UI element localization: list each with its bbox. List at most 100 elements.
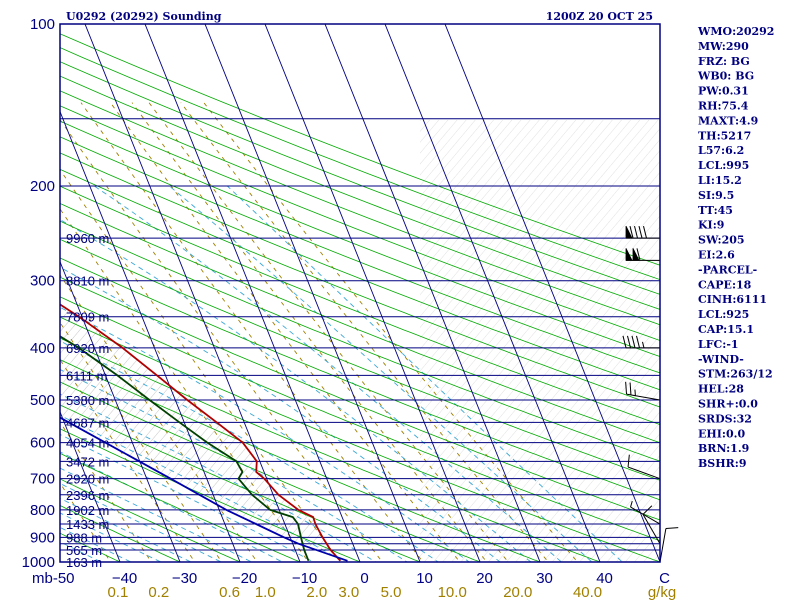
temperature-tick-label: 10: [416, 570, 433, 587]
temperature-tick-label: −40: [112, 570, 137, 587]
index-line: L57:6.2: [698, 144, 744, 157]
pressure-label: 600: [30, 435, 55, 452]
temperature-tick-label: 0: [360, 570, 368, 587]
temperature-line: [60, 303, 341, 562]
plot-frame: [59, 23, 661, 563]
isotherm-line: [444, 24, 660, 562]
index-line: PW:0.31: [698, 85, 749, 98]
pressure-label: 300: [30, 273, 55, 290]
index-line: SRDS:32: [698, 412, 752, 425]
dry-adiabat: [60, 203, 660, 444]
height-label: 6920 m: [66, 341, 109, 356]
index-line: LCL:995: [698, 159, 749, 172]
index-line: LFC:-1: [698, 338, 739, 351]
temperature-tick-label: mb-50: [32, 570, 75, 587]
pressure-labels: 100 200 300 400 500 600 700 800 900 1000: [22, 16, 55, 571]
isotherm-line: [84, 24, 301, 562]
height-label: 8810 m: [66, 274, 109, 289]
wind-barb-feather: [643, 225, 647, 239]
isotherm-line: [384, 24, 601, 562]
wind-barb-feather: [634, 225, 638, 239]
chart-title-right: 1200Z 20 OCT 25: [546, 10, 653, 23]
hatch-region: [60, 304, 348, 561]
dry-adiabat: [60, 381, 482, 562]
pressure-label: 800: [30, 502, 55, 519]
index-line: -WIND-: [698, 353, 744, 366]
index-line: LI:15.2: [698, 174, 742, 187]
wind-barb-feather: [631, 335, 636, 349]
height-labels: 9960 m 8810 m 7809 m 6920 m 6111 m 5380 m 4687…: [66, 231, 109, 570]
mixing-ratio-label: 1.0: [255, 584, 276, 600]
wind-barb-staff: [626, 393, 661, 401]
temperature-tick-label: C: [659, 570, 670, 587]
dry-adiabat: [60, 105, 660, 341]
wind-barb-feather: [629, 382, 632, 395]
dry-adiabat: [60, 61, 660, 295]
mixing-ratio-label: 40.0: [573, 584, 602, 600]
wind-barb-half-feather: [642, 341, 645, 349]
wind-barb: [625, 381, 661, 401]
wind-barb-pennant: [632, 248, 640, 261]
wind-barbs: [622, 225, 679, 563]
index-line: -PARCEL-: [698, 263, 757, 276]
wind-barb-feather: [622, 335, 627, 349]
isotherm-line: [204, 24, 421, 562]
index-line: SW:205: [698, 234, 745, 247]
moist-adiabat: [94, 185, 563, 562]
wind-barb-staff: [659, 528, 667, 563]
dry-adiabat: [60, 337, 602, 562]
dry-adiabat: [60, 359, 542, 562]
temperature-tick-label: −10: [292, 570, 317, 587]
height-label: 5380 m: [66, 393, 109, 408]
wind-barb-staff: [627, 466, 661, 480]
temperature-tick-label: −20: [232, 570, 257, 587]
wind-barb-feather: [625, 381, 628, 395]
height-label: 565 m: [66, 543, 102, 558]
wind-barb-feather: [665, 527, 679, 530]
dry-adiabat: [60, 428, 362, 562]
index-line: TH:5217: [698, 129, 751, 142]
wind-barb-feather: [636, 248, 641, 261]
height-label: 163 m: [66, 555, 102, 570]
mixing-ratio-label: g/kg: [648, 584, 676, 600]
index-line: CAPE:18: [698, 278, 752, 291]
wind-barb: [642, 505, 661, 545]
isotherm-line: [0, 12, 5, 573]
pressure-label: 900: [30, 529, 55, 546]
index-line: KI:9: [698, 219, 724, 232]
isotherm-line: [324, 24, 541, 562]
dry-adiabat: [60, 404, 422, 562]
profile-series: [60, 303, 348, 562]
dry-adiabat: [60, 532, 121, 562]
index-line: MAXT:4.9: [698, 114, 758, 127]
index-line: TT:45: [698, 204, 733, 217]
index-line: WB0: BG: [697, 70, 754, 83]
dry-adiabat: [60, 478, 241, 562]
index-line: EI:2.6: [698, 249, 735, 262]
index-line: BRN:1.9: [698, 442, 749, 455]
wind-barb-half-feather: [630, 500, 633, 508]
height-label: 2920 m: [66, 472, 109, 487]
dry-adiabat: [60, 452, 301, 562]
temperature-tick-label: −30: [172, 570, 197, 587]
mixing-ratio-label: 20.0: [503, 584, 532, 600]
dry-adiabat: [60, 220, 660, 462]
dry-adiabat: [60, 75, 660, 310]
temperature-tick-label: 40: [596, 570, 613, 587]
isotherm-line: [60, 560, 61, 562]
isotherm-line: [60, 410, 121, 562]
temperature-tick-label: 30: [536, 570, 553, 587]
wind-barb-feather: [636, 335, 640, 349]
wind-barb-pennant: [625, 225, 633, 239]
isotherm-line: [264, 24, 481, 562]
parcel-line: [60, 416, 348, 562]
pressure-label: 400: [30, 340, 55, 357]
mixing-ratio-label: 0.1: [107, 584, 128, 600]
indices-panel: WMO:20292 MW:290 FRZ: BG WB0: BG PW:0.31 RH:7…: [697, 25, 774, 470]
height-label: 7809 m: [66, 310, 109, 325]
mixing-ratio-label: 2.0: [306, 584, 327, 600]
height-label: 1902 m: [66, 503, 109, 518]
mixing-ratio-label: 10.0: [438, 584, 467, 600]
wind-barb: [625, 248, 660, 261]
